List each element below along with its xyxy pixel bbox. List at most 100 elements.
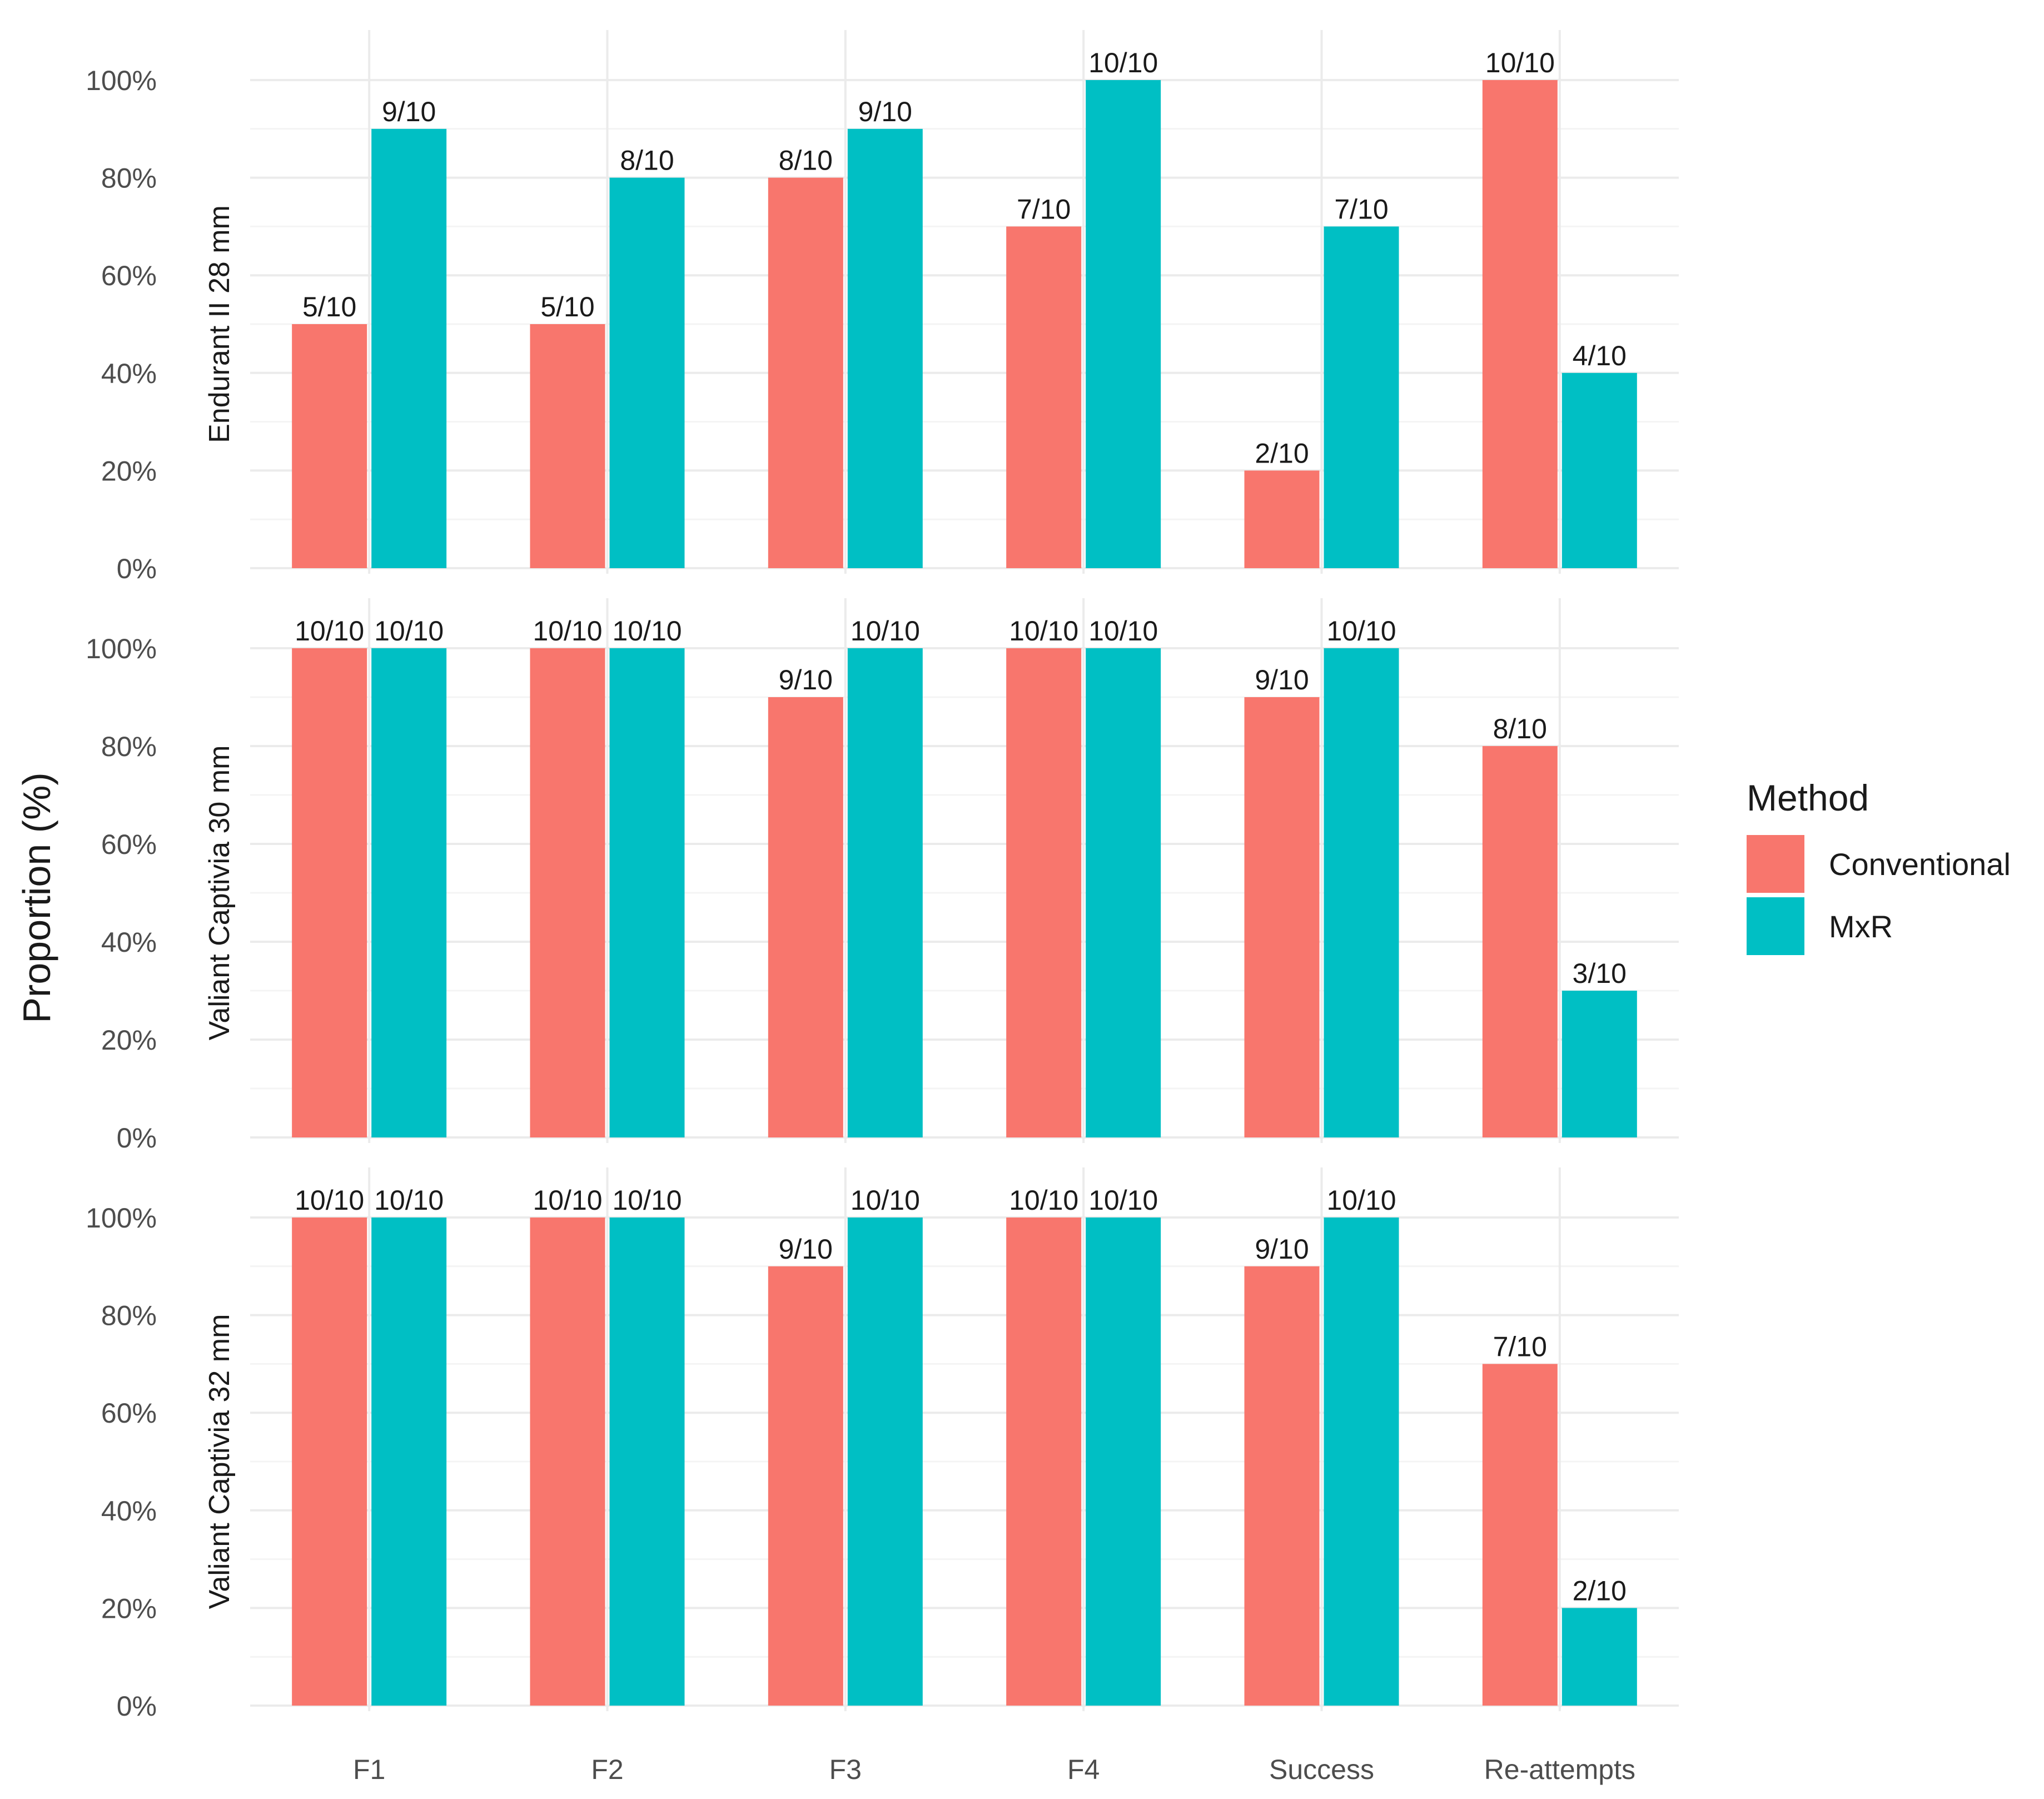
x-tick-label: Success [1269,1754,1374,1785]
bar-conventional [292,648,367,1137]
bar-mxr [1086,1217,1161,1706]
y-tick-label: 80% [101,163,157,194]
x-tick-label: F3 [829,1754,862,1785]
data-label: 7/10 [1493,1331,1547,1362]
x-tick-label: F4 [1067,1754,1100,1785]
bar-conventional [530,648,605,1137]
bar-mxr [1561,1608,1637,1706]
data-label: 7/10 [1334,193,1388,225]
bar-mxr [371,128,447,569]
y-tick-label: 100% [86,633,157,664]
x-tick-label: F2 [591,1754,623,1785]
bar-mxr [1086,80,1161,568]
data-label: 10/10 [1009,1185,1078,1216]
y-tick-label: 100% [86,65,157,96]
bar-conventional [1244,1266,1320,1706]
bar-mxr [609,177,685,569]
x-tick-label: F1 [353,1754,385,1785]
legend-key-mxr [1747,897,1804,955]
legend-label: MxR [1829,909,1893,944]
y-tick-label: 80% [101,731,157,762]
bar-conventional [292,1217,367,1706]
y-tick-label: 20% [101,1025,157,1056]
bar-conventional [1244,470,1320,568]
facet-label: Valiant Captivia 30 mm [203,746,236,1041]
data-label: 10/10 [295,1185,364,1216]
data-label: 10/10 [612,615,682,647]
data-label: 10/10 [1485,47,1555,78]
y-axis-title: Proportion (%) [15,772,58,1023]
data-label: 9/10 [1255,664,1309,695]
bar-conventional [1006,1217,1082,1706]
bar-conventional [292,324,367,568]
data-label: 10/10 [533,1185,602,1216]
bar-mxr [1324,226,1399,568]
data-label: 4/10 [1573,340,1627,371]
bar-mxr [371,1217,447,1706]
data-label: 9/10 [858,96,912,127]
data-label: 10/10 [374,615,444,647]
y-tick-label: 40% [101,927,157,958]
y-tick-label: 100% [86,1202,157,1234]
data-label: 10/10 [1009,615,1078,647]
y-tick-label: 0% [117,1691,157,1722]
bar-conventional [1006,226,1082,568]
y-tick-label: 0% [117,1122,157,1154]
data-label: 3/10 [1573,958,1627,989]
data-label: 8/10 [1493,713,1547,744]
bar-mxr [371,648,447,1137]
bar-mxr [1086,648,1161,1137]
data-label: 8/10 [620,145,674,176]
data-label: 10/10 [851,1185,920,1216]
bar-mxr [609,1217,685,1706]
data-label: 2/10 [1573,1575,1627,1606]
data-label: 8/10 [779,145,833,176]
data-label: 10/10 [1326,615,1396,647]
data-label: 10/10 [295,615,364,647]
data-label: 2/10 [1255,438,1309,469]
facet-label: Endurant II 28 mm [203,205,236,443]
y-tick-label: 0% [117,553,157,584]
bar-conventional [768,177,843,569]
bar-mxr [1324,1217,1399,1706]
data-label: 10/10 [533,615,602,647]
data-label: 10/10 [612,1185,682,1216]
data-label: 10/10 [1088,1185,1158,1216]
bar-conventional [1482,80,1558,568]
bar-conventional [768,697,843,1137]
bar-mxr [1561,372,1637,568]
y-tick-label: 20% [101,455,157,486]
data-label: 9/10 [382,96,436,127]
bar-mxr [847,128,923,569]
y-tick-label: 80% [101,1300,157,1331]
data-label: 5/10 [540,291,594,322]
legend-label: Conventional [1829,847,2011,882]
x-tick-label: Re-attempts [1484,1754,1635,1785]
data-label: 5/10 [302,291,356,322]
data-label: 9/10 [779,1234,833,1265]
bar-conventional [1006,648,1082,1137]
data-label: 7/10 [1017,193,1071,225]
y-tick-label: 60% [101,260,157,291]
legend-title: Method [1747,777,1869,818]
data-label: 10/10 [1088,615,1158,647]
bar-mxr [847,1217,923,1706]
bar-conventional [1482,746,1558,1137]
bar-conventional [1482,1364,1558,1706]
data-label: 9/10 [1255,1234,1309,1265]
bar-mxr [1324,648,1399,1137]
bar-conventional [1244,697,1320,1137]
y-tick-label: 40% [101,1495,157,1527]
legend-key-conventional [1747,835,1804,893]
bar-conventional [768,1266,843,1706]
y-tick-label: 20% [101,1593,157,1624]
facet-label: Valiant Captivia 32 mm [203,1314,236,1609]
y-tick-label: 60% [101,1398,157,1429]
data-label: 10/10 [851,615,920,647]
bar-mxr [1561,991,1637,1137]
bar-conventional [530,324,605,568]
bar-conventional [530,1217,605,1706]
data-label: 9/10 [779,664,833,695]
